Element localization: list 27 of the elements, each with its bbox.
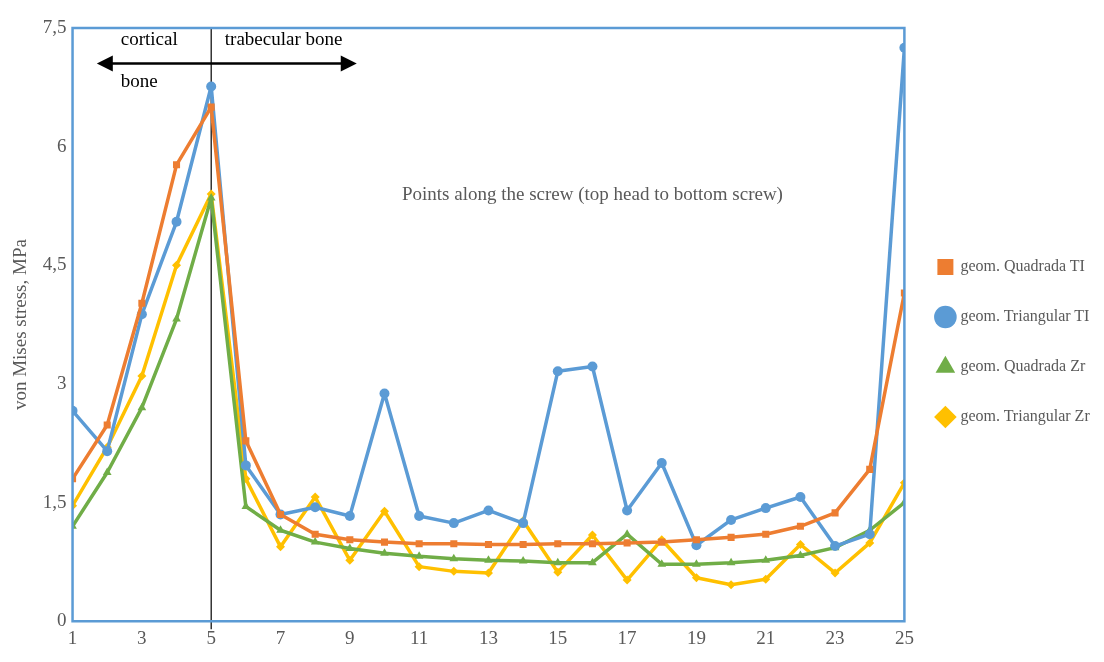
y-tick-label: 7,5 xyxy=(42,15,67,37)
x-tick-label: 23 xyxy=(825,626,845,648)
x-tick-label: 13 xyxy=(478,626,498,648)
x-tick-label: 21 xyxy=(756,626,776,648)
y-axis-title: von Mises stress, MPa xyxy=(9,238,31,411)
x-tick-label: 15 xyxy=(548,626,568,648)
annotation: cortical bone xyxy=(120,28,178,92)
y-tick-label: 0 xyxy=(57,609,67,631)
legend-label: geom. Quadrada Zr xyxy=(960,357,1086,376)
legend-label: geom. Quadrada TI xyxy=(960,257,1085,276)
y-tick-label: 4,5 xyxy=(42,253,67,275)
legend-label: geom. Triangular TI xyxy=(960,307,1090,326)
x-tick-label: 11 xyxy=(410,626,429,648)
y-tick-label: 1,5 xyxy=(42,490,67,512)
x-tick-label: 17 xyxy=(617,626,637,648)
x-tick-label: 7 xyxy=(275,626,286,648)
y-tick-label: 6 xyxy=(57,134,67,156)
annotation: Points along the screw (top head to bottom screw) xyxy=(401,182,783,205)
x-tick-label: 9 xyxy=(345,626,355,648)
x-tick-label: 25 xyxy=(894,626,914,648)
x-tick-label: 19 xyxy=(686,626,706,648)
x-tick-label: 5 xyxy=(206,626,216,648)
legend-label: geom. Triangular Zr xyxy=(960,407,1091,426)
x-tick-label: 1 xyxy=(67,626,78,648)
annotation: trabecular bone xyxy=(224,28,343,50)
y-tick-label: 3 xyxy=(57,371,67,393)
x-tick-label: 3 xyxy=(137,626,147,648)
